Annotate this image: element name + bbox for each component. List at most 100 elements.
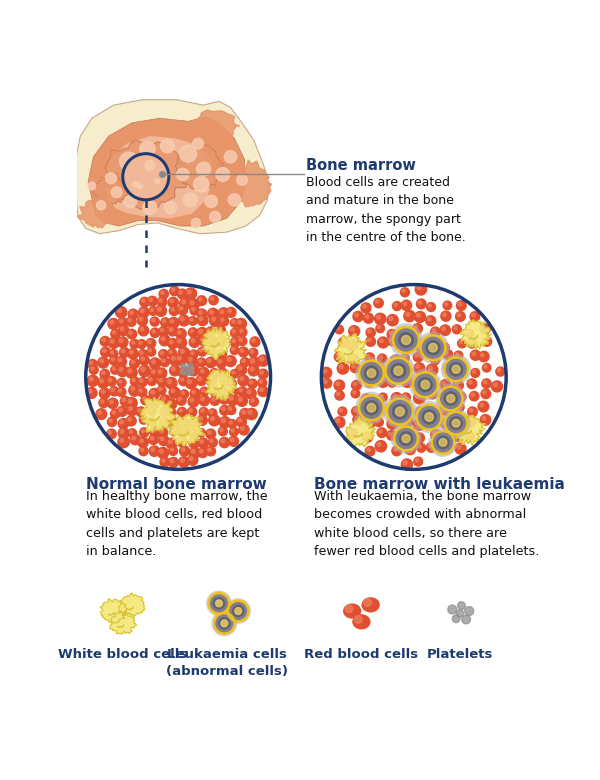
Circle shape (101, 390, 105, 394)
Circle shape (377, 442, 381, 447)
Circle shape (194, 177, 209, 192)
Polygon shape (169, 414, 205, 445)
Circle shape (258, 386, 268, 396)
Circle shape (260, 388, 263, 392)
Circle shape (149, 378, 152, 381)
Circle shape (335, 325, 344, 334)
Circle shape (220, 428, 223, 431)
Circle shape (232, 320, 235, 323)
Circle shape (402, 289, 405, 292)
Circle shape (162, 360, 165, 363)
Circle shape (199, 317, 203, 321)
Circle shape (159, 299, 163, 302)
Circle shape (179, 291, 182, 294)
Circle shape (393, 327, 419, 353)
Circle shape (377, 354, 386, 363)
Circle shape (368, 330, 371, 333)
Circle shape (199, 395, 209, 406)
Circle shape (236, 364, 247, 375)
Circle shape (172, 420, 175, 424)
Circle shape (399, 333, 413, 347)
Circle shape (391, 392, 402, 403)
Circle shape (337, 327, 340, 330)
Circle shape (238, 347, 248, 357)
Circle shape (207, 346, 216, 354)
Circle shape (128, 309, 138, 319)
Circle shape (107, 417, 116, 427)
Circle shape (169, 410, 172, 413)
Circle shape (467, 331, 470, 334)
Circle shape (117, 366, 128, 377)
Circle shape (415, 407, 424, 417)
Circle shape (191, 449, 195, 453)
Circle shape (109, 338, 119, 349)
Circle shape (443, 349, 453, 360)
Circle shape (210, 211, 220, 222)
Circle shape (122, 153, 170, 200)
Circle shape (391, 355, 401, 365)
Circle shape (241, 427, 244, 430)
Circle shape (376, 419, 379, 422)
Circle shape (389, 332, 392, 335)
Circle shape (454, 326, 457, 330)
Circle shape (130, 311, 133, 314)
Circle shape (452, 420, 460, 427)
Circle shape (248, 357, 260, 368)
Circle shape (441, 388, 461, 409)
Circle shape (208, 409, 217, 417)
Polygon shape (202, 327, 230, 360)
Circle shape (149, 435, 158, 445)
Circle shape (159, 335, 170, 346)
Circle shape (208, 438, 217, 447)
Circle shape (157, 297, 167, 307)
Circle shape (218, 360, 221, 363)
Circle shape (138, 437, 148, 448)
Circle shape (367, 339, 371, 342)
Circle shape (379, 378, 383, 382)
Circle shape (160, 417, 170, 428)
Circle shape (118, 427, 129, 438)
Circle shape (206, 357, 216, 367)
Circle shape (178, 305, 188, 315)
Circle shape (211, 297, 214, 300)
Circle shape (170, 459, 173, 463)
Circle shape (415, 459, 418, 462)
Circle shape (181, 317, 184, 321)
Circle shape (416, 434, 419, 438)
Polygon shape (460, 320, 491, 349)
Circle shape (110, 321, 113, 324)
Circle shape (482, 337, 492, 346)
Circle shape (444, 431, 448, 435)
Circle shape (119, 380, 122, 383)
Circle shape (130, 350, 133, 354)
Circle shape (220, 438, 230, 448)
Circle shape (439, 387, 463, 410)
Circle shape (180, 390, 188, 399)
Circle shape (403, 343, 406, 346)
Circle shape (148, 417, 157, 426)
Circle shape (149, 446, 160, 456)
Circle shape (171, 308, 174, 311)
Circle shape (472, 370, 475, 373)
Circle shape (467, 407, 477, 417)
Circle shape (469, 392, 479, 401)
Circle shape (451, 365, 463, 377)
Circle shape (118, 358, 122, 362)
Circle shape (180, 298, 191, 310)
Circle shape (185, 370, 190, 376)
Circle shape (395, 407, 404, 417)
Circle shape (130, 377, 139, 386)
Circle shape (175, 337, 187, 349)
Circle shape (404, 379, 407, 382)
Circle shape (206, 446, 215, 456)
Circle shape (139, 341, 142, 344)
Circle shape (200, 387, 209, 395)
Circle shape (404, 418, 408, 421)
Circle shape (120, 438, 124, 442)
Circle shape (176, 395, 186, 405)
Circle shape (220, 310, 224, 314)
Circle shape (324, 380, 327, 384)
Circle shape (439, 438, 447, 446)
Circle shape (193, 138, 203, 149)
Circle shape (209, 415, 220, 426)
